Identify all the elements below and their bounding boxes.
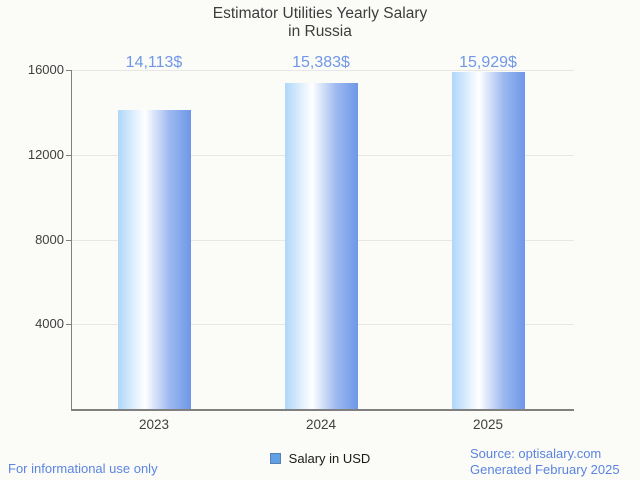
y-tick-16000 [66, 70, 72, 71]
legend-marker-icon [269, 453, 281, 464]
x-axis-label-2025: 2025 [472, 417, 504, 432]
bar-2025 [452, 71, 525, 409]
x-axis-label-2023: 2023 [138, 417, 170, 432]
y-axis-label-12000: 12000 [27, 147, 64, 162]
chart-title: Estimator Utilities Yearly Salary in Rus… [0, 5, 640, 41]
y-tick-4000 [66, 324, 72, 325]
value-label-2025: 15,929$ [459, 54, 517, 71]
value-label-2023: 14,113$ [125, 54, 183, 71]
bar-2024 [285, 83, 358, 409]
chart-title-line2: in Russia [288, 23, 352, 40]
y-tick-8000 [66, 240, 72, 241]
chart-title-line1: Estimator Utilities Yearly Salary [212, 5, 428, 22]
footer-disclaimer: For informational use only [8, 461, 158, 476]
gridline-16000 [72, 70, 574, 71]
x-axis-label-2024: 2024 [305, 417, 337, 432]
footer-source-block: Source: optisalary.com Generated Februar… [470, 446, 620, 477]
y-axis-label-16000: 16000 [27, 62, 64, 77]
y-axis-label-8000: 8000 [35, 232, 64, 247]
y-tick-12000 [66, 155, 72, 156]
legend-label: Salary in USD [288, 451, 371, 466]
footer-generated: Generated February 2025 [470, 461, 620, 477]
y-axis-label-4000: 4000 [35, 316, 64, 331]
bar-2023 [118, 110, 191, 409]
plot-area [66, 70, 574, 411]
value-label-2024: 15,383$ [292, 54, 350, 71]
legend: Salary in USD [0, 451, 640, 466]
footer-source: Source: optisalary.com [470, 446, 602, 461]
